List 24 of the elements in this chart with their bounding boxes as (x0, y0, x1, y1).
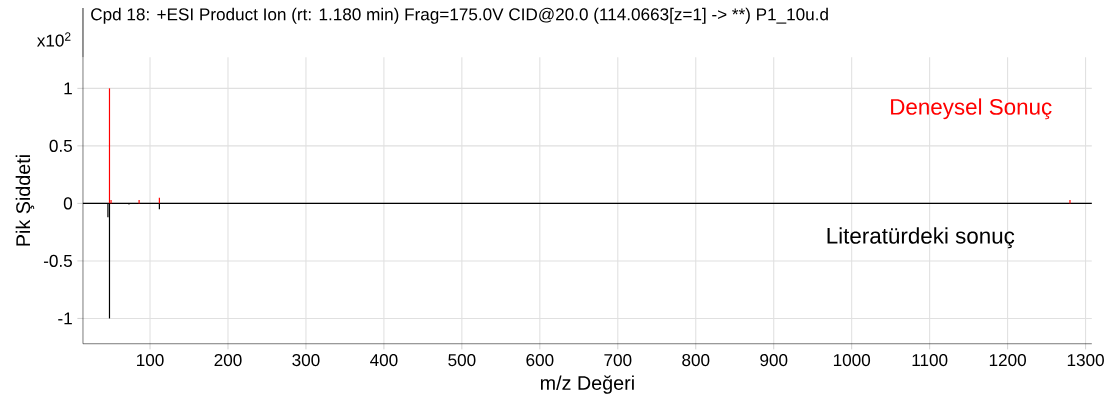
x-tick-label: 900 (760, 354, 788, 367)
x-tick-label: 1300 (1067, 354, 1104, 367)
x-tick-label: 300 (292, 354, 320, 367)
x-tick-label: 400 (370, 354, 398, 367)
x-tick-label: 1000 (833, 354, 871, 367)
y-tick-label: -0.5 (43, 254, 72, 268)
y-tick-label: 0 (63, 197, 73, 210)
x-tick-label: 500 (448, 354, 476, 367)
chart-title: Cpd 18: +ESI Product Ion (rt: 1.180 min) Frag=175.0V CID@20.0 (114.0663[z=1] -> **) P1_10u.d (91, 7, 828, 24)
y-axis-title: Pik Şiddeti (15, 155, 35, 246)
y-tick-label: -1 (58, 312, 72, 325)
x-tick-label: 100 (137, 354, 164, 367)
text: x10$^{2}$ (37, 32, 71, 47)
x-tick-label: 200 (214, 354, 242, 367)
x-tick-label: 700 (604, 354, 632, 367)
x-tick-label: 1200 (989, 354, 1026, 367)
x-axis-title: m/z Değeri (540, 375, 634, 394)
y-tick-label: 1 (64, 82, 72, 95)
y-tick-label: 0.5 (49, 139, 72, 153)
text: Literatürdeki sonuç (827, 227, 1015, 249)
text: Deneysel Sonuç (891, 98, 1052, 120)
x-tick-label: 800 (682, 354, 710, 367)
x-tick-label: 600 (526, 354, 554, 367)
x-tick-label: 1100 (912, 354, 948, 367)
